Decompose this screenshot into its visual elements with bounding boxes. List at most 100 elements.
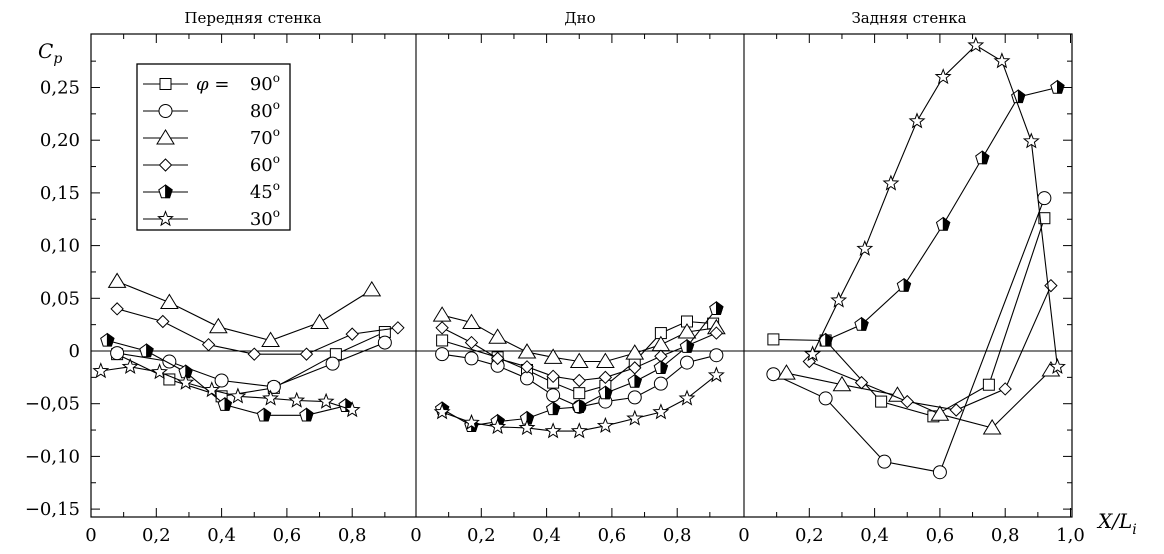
point-circle bbox=[932, 465, 947, 480]
y-tick-label: 0,10 bbox=[40, 236, 80, 257]
point-circle bbox=[766, 367, 781, 382]
point-pentagon-fill bbox=[825, 332, 833, 347]
point-diamond bbox=[464, 335, 479, 350]
point-star bbox=[151, 363, 169, 380]
y-tick-label: −0,05 bbox=[25, 394, 80, 415]
point-diamond bbox=[949, 403, 963, 417]
point-pentagon-fill bbox=[903, 277, 912, 292]
point-star bbox=[518, 418, 536, 436]
point-triangle bbox=[625, 344, 645, 360]
x-axis-label-main: X/L bbox=[1096, 509, 1132, 533]
point-star bbox=[229, 387, 247, 404]
point-diamond bbox=[709, 326, 724, 340]
y-axis-label-main: C bbox=[38, 39, 53, 63]
point-triangle bbox=[777, 364, 796, 380]
point-circle bbox=[266, 379, 281, 394]
point-triangle bbox=[462, 313, 481, 330]
point-circle bbox=[214, 373, 229, 388]
legend-label: 45o bbox=[250, 179, 280, 203]
point-circle bbox=[546, 388, 561, 403]
legend-marker-triangle bbox=[156, 129, 175, 145]
x-axis-label-sub: i bbox=[1132, 522, 1136, 538]
point-diamond bbox=[201, 337, 216, 352]
y-tick-label: 0,20 bbox=[40, 130, 80, 151]
point-triangle bbox=[517, 343, 537, 359]
point-triangle bbox=[982, 418, 1002, 435]
point-star bbox=[121, 357, 139, 375]
series-line-70 bbox=[786, 369, 1052, 429]
point-star bbox=[262, 389, 280, 406]
point-star bbox=[934, 68, 952, 85]
point-star bbox=[596, 416, 614, 434]
point-triangle bbox=[362, 280, 382, 297]
section-title-front-wall: Передняя стенка bbox=[184, 9, 321, 27]
point-circle bbox=[110, 346, 125, 361]
point-pentagon bbox=[709, 301, 724, 315]
x-tick-label: 0,8 bbox=[991, 525, 1020, 546]
point-star bbox=[993, 52, 1011, 69]
y-tick-label: 0 bbox=[69, 341, 80, 362]
series-70 bbox=[107, 272, 1061, 435]
point-diamond bbox=[156, 314, 170, 329]
point-star bbox=[92, 362, 110, 379]
point-star bbox=[856, 239, 874, 256]
series-line-80 bbox=[117, 342, 386, 388]
point-diamond bbox=[854, 375, 869, 390]
y-axis-label: Cp bbox=[38, 39, 62, 67]
point-pentagon-fill bbox=[306, 407, 314, 422]
legend-marker-pentagon-fill bbox=[165, 184, 173, 199]
point-star bbox=[908, 112, 926, 129]
point-star bbox=[967, 36, 985, 53]
series-line-90 bbox=[116, 331, 386, 397]
point-triangle bbox=[159, 293, 179, 310]
point-diamond bbox=[598, 370, 613, 385]
legend-phi: φ = bbox=[196, 74, 229, 95]
point-pentagon-fill bbox=[861, 316, 869, 331]
point-pentagon-fill bbox=[1017, 89, 1026, 103]
point-pentagon-fill bbox=[578, 399, 587, 413]
point-circle bbox=[1037, 191, 1052, 206]
point-pentagon bbox=[100, 332, 115, 347]
point-circle bbox=[679, 355, 694, 370]
x-tick-label: 0,2 bbox=[795, 525, 824, 546]
point-square bbox=[163, 373, 176, 386]
point-pentagon bbox=[1050, 79, 1065, 94]
legend-label: 70o bbox=[250, 125, 280, 149]
point-circle bbox=[435, 347, 450, 362]
point-triangle bbox=[569, 352, 589, 369]
point-pentagon bbox=[975, 150, 990, 165]
legend-value: 60 bbox=[250, 155, 273, 176]
plot-frame bbox=[90, 33, 1073, 518]
point-pentagon bbox=[653, 360, 669, 374]
series-line-30 bbox=[812, 44, 1058, 367]
point-pentagon-fill bbox=[1057, 79, 1065, 94]
legend-marker-pentagon bbox=[158, 184, 173, 199]
legend-marker-circle bbox=[158, 104, 173, 118]
point-star bbox=[882, 174, 900, 191]
point-circle bbox=[377, 335, 392, 350]
point-star bbox=[626, 409, 644, 426]
x-tick-label: 0,4 bbox=[860, 525, 889, 546]
series-30 bbox=[92, 36, 1066, 439]
point-pentagon bbox=[854, 316, 869, 331]
point-star bbox=[570, 422, 588, 439]
point-diamond bbox=[546, 369, 560, 384]
point-square bbox=[1038, 212, 1051, 225]
series-line-80 bbox=[773, 198, 1045, 473]
x-tick-label: 0,2 bbox=[467, 525, 496, 546]
point-circle bbox=[627, 390, 642, 405]
legend-value: 80 bbox=[250, 101, 273, 122]
legend-value: 90 bbox=[250, 74, 273, 95]
point-triangle bbox=[677, 323, 697, 339]
point-pentagon-fill bbox=[716, 301, 724, 315]
x-tick-label: 0 bbox=[85, 525, 96, 546]
legend-marker-square bbox=[159, 78, 172, 90]
point-diamond bbox=[802, 354, 817, 369]
legend-value: 45 bbox=[250, 182, 273, 203]
point-pentagon bbox=[1011, 89, 1026, 104]
section-title-bottom: Дно bbox=[564, 9, 595, 27]
y-tick-label: −0,10 bbox=[25, 446, 80, 467]
point-triangle bbox=[832, 375, 852, 392]
